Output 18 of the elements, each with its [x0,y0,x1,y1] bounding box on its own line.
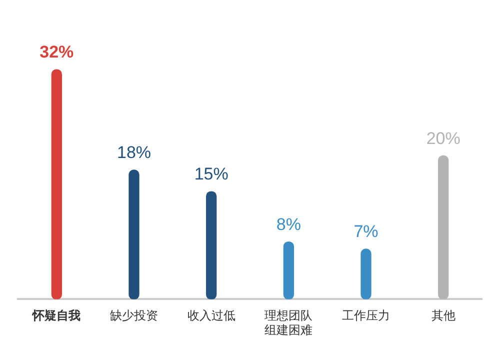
bar [51,69,62,300]
data-label: 20% [426,128,460,148]
bar [128,170,140,300]
bar [206,191,217,300]
x-tick-label: 其他 [431,308,456,323]
data-label: 8% [276,214,301,234]
bar [283,241,294,300]
x-tick-label: 收入过低 [187,308,236,323]
bar [360,248,372,300]
x-tick-label: 工作压力 [342,308,390,323]
x-tick-label: 怀疑自我 [32,308,81,323]
bar [438,155,449,300]
x-tick-label: 缺少投资 [110,308,158,323]
data-label: 18% [116,143,152,162]
data-label: 32% [40,42,74,62]
x-tick-label: 理想团队组建困难 [264,308,313,337]
data-label: 7% [354,222,378,242]
data-label: 15% [194,164,228,184]
